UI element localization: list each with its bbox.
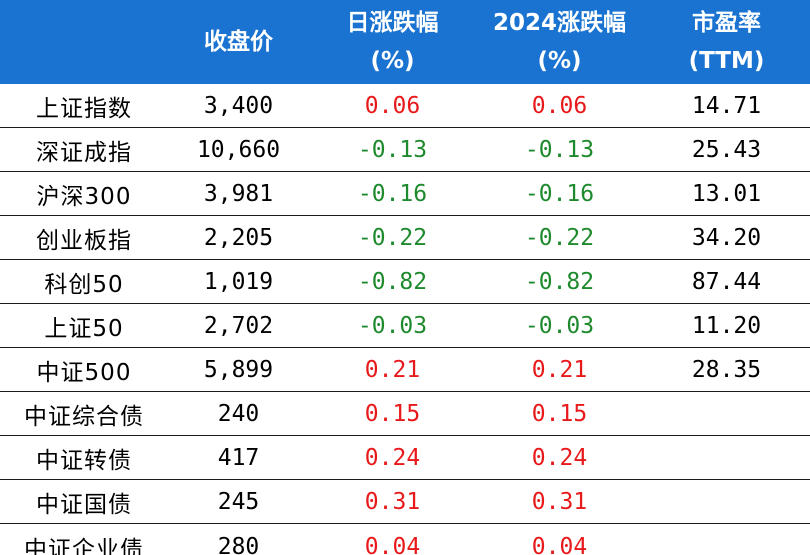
ytd-change-cell: -0.13 <box>476 127 643 172</box>
close-price-cell: 3,400 <box>168 84 309 128</box>
ytd-change-cell: 0.31 <box>476 479 643 524</box>
daily-change-cell: -0.22 <box>309 215 476 260</box>
index-name-cell: 科创50 <box>0 259 168 304</box>
table-row: 深证成指 10,660 -0.13 -0.13 25.43 <box>0 127 810 172</box>
header-daily-label: 日涨跌幅 <box>346 10 439 36</box>
pe-ratio-cell: 28.35 <box>643 347 810 392</box>
daily-change-cell: 0.24 <box>309 435 476 480</box>
index-name-cell: 中证国债 <box>0 479 168 524</box>
ytd-change-cell: 0.06 <box>476 84 643 128</box>
pe-ratio-cell <box>643 391 810 436</box>
table-row: 中证综合债 240 0.15 0.15 <box>0 391 810 436</box>
index-name-cell: 沪深300 <box>0 171 168 216</box>
table-row: 上证50 2,702 -0.03 -0.03 11.20 <box>0 303 810 348</box>
table-row: 中证500 5,899 0.21 0.21 28.35 <box>0 347 810 392</box>
ytd-change-cell: 0.04 <box>476 523 643 555</box>
header-daily-unit: (%) <box>370 48 415 74</box>
close-price-cell: 245 <box>168 479 309 524</box>
pe-ratio-cell: 14.71 <box>643 84 810 128</box>
close-price-cell: 280 <box>168 523 309 555</box>
close-price-cell: 240 <box>168 391 309 436</box>
table-row: 科创50 1,019 -0.82 -0.82 87.44 <box>0 259 810 304</box>
pe-ratio-cell <box>643 523 810 555</box>
pe-ratio-cell: 25.43 <box>643 127 810 172</box>
table-row: 上证指数 3,400 0.06 0.06 14.71 <box>0 84 810 128</box>
daily-change-cell: 0.31 <box>309 479 476 524</box>
index-name-cell: 中证转债 <box>0 435 168 480</box>
daily-change-cell: -0.16 <box>309 171 476 216</box>
daily-change-cell: -0.82 <box>309 259 476 304</box>
index-name-cell: 上证指数 <box>0 84 168 128</box>
ytd-change-cell: 0.15 <box>476 391 643 436</box>
index-name-cell: 创业板指 <box>0 215 168 260</box>
index-name-cell: 中证企业债 <box>0 523 168 555</box>
index-name-cell: 中证综合债 <box>0 391 168 436</box>
close-price-cell: 10,660 <box>168 127 309 172</box>
table-row: 中证转债 417 0.24 0.24 <box>0 435 810 480</box>
header-pe-label: 市盈率 <box>692 10 761 36</box>
ytd-change-cell: -0.03 <box>476 303 643 348</box>
ytd-change-cell: 0.24 <box>476 435 643 480</box>
header-close-price: 收盘价 <box>168 0 309 84</box>
pe-ratio-cell <box>643 479 810 524</box>
close-price-cell: 2,205 <box>168 215 309 260</box>
header-close-label: 收盘价 <box>204 29 273 55</box>
table-row: 创业板指 2,205 -0.22 -0.22 34.20 <box>0 215 810 260</box>
header-ytd-label: 2024涨跌幅 <box>492 10 626 36</box>
index-name-cell: 上证50 <box>0 303 168 348</box>
pe-ratio-cell <box>643 435 810 480</box>
close-price-cell: 1,019 <box>168 259 309 304</box>
header-corner <box>0 0 168 84</box>
close-price-cell: 2,702 <box>168 303 309 348</box>
daily-change-cell: 0.04 <box>309 523 476 555</box>
daily-change-cell: -0.03 <box>309 303 476 348</box>
pe-ratio-cell: 34.20 <box>643 215 810 260</box>
ytd-change-cell: -0.22 <box>476 215 643 260</box>
close-price-cell: 5,899 <box>168 347 309 392</box>
daily-change-cell: 0.21 <box>309 347 476 392</box>
table-header-row: 收盘价 日涨跌幅 (%) 2024涨跌幅 (%) 市盈率 (TTM) <box>0 0 810 84</box>
daily-change-cell: 0.15 <box>309 391 476 436</box>
daily-change-cell: 0.06 <box>309 84 476 128</box>
index-name-cell: 深证成指 <box>0 127 168 172</box>
ytd-change-cell: -0.82 <box>476 259 643 304</box>
index-name-cell: 中证500 <box>0 347 168 392</box>
table-row: 中证国债 245 0.31 0.31 <box>0 479 810 524</box>
close-price-cell: 3,981 <box>168 171 309 216</box>
header-pe-unit: (TTM) <box>688 48 765 74</box>
table-row: 沪深300 3,981 -0.16 -0.16 13.01 <box>0 171 810 216</box>
ytd-change-cell: -0.16 <box>476 171 643 216</box>
header-ytd-change: 2024涨跌幅 (%) <box>476 0 643 84</box>
pe-ratio-cell: 13.01 <box>643 171 810 216</box>
header-daily-change: 日涨跌幅 (%) <box>309 0 476 84</box>
pe-ratio-cell: 11.20 <box>643 303 810 348</box>
header-ytd-unit: (%) <box>537 48 582 74</box>
pe-ratio-cell: 87.44 <box>643 259 810 304</box>
table-body: 上证指数 3,400 0.06 0.06 14.71 深证成指 10,660 -0.13 -0.… <box>0 84 810 555</box>
close-price-cell: 417 <box>168 435 309 480</box>
header-pe-ratio: 市盈率 (TTM) <box>643 0 810 84</box>
table-row: 中证企业债 280 0.04 0.04 <box>0 523 810 555</box>
daily-change-cell: -0.13 <box>309 127 476 172</box>
ytd-change-cell: 0.21 <box>476 347 643 392</box>
